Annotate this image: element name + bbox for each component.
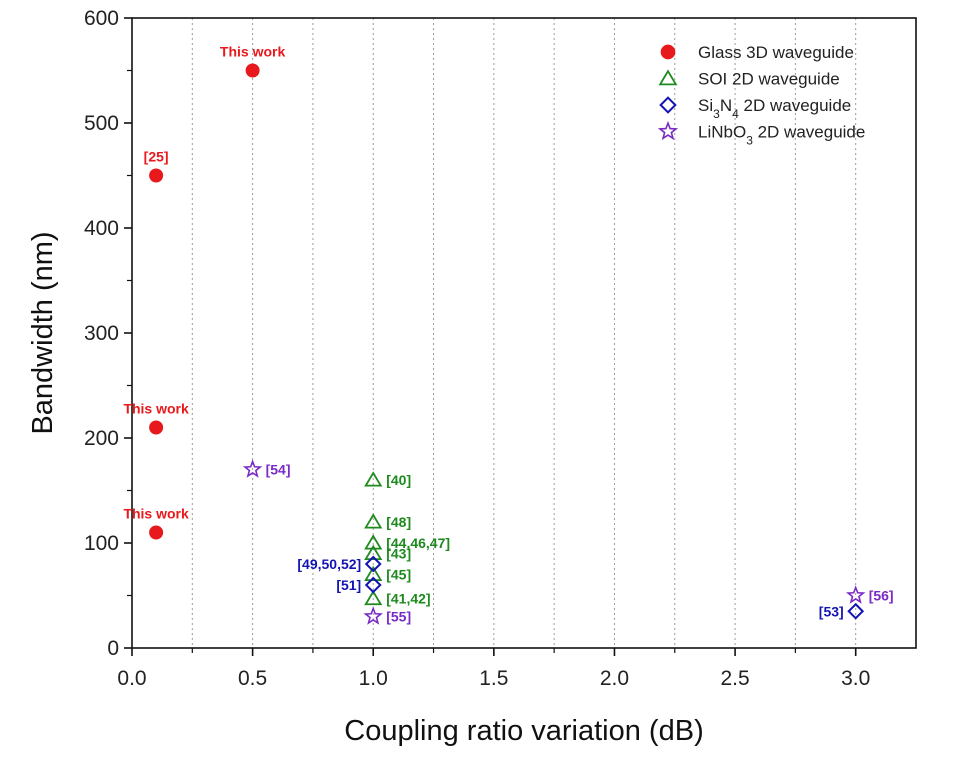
- point-glass-3d-waveguide: [149, 168, 164, 183]
- y-tick-label: 0: [107, 637, 119, 660]
- point-si3n4-2d-waveguide: [364, 555, 382, 573]
- point-label: This work: [220, 44, 286, 60]
- point-label: [45]: [386, 567, 411, 583]
- x-tick-label: 0.0: [117, 667, 146, 690]
- point-glass-3d-waveguide: [245, 63, 260, 78]
- gridlines: [191, 18, 857, 648]
- y-tick-label: 500: [84, 112, 119, 135]
- legend-label: LiNbO3 2D waveguide: [698, 123, 865, 148]
- point-soi-2d-waveguide: [364, 534, 383, 550]
- y-tick-label: 300: [84, 322, 119, 345]
- data-points: [149, 63, 866, 625]
- point-soi-2d-waveguide: [364, 565, 383, 581]
- point-soi-2d-waveguide: [364, 544, 383, 560]
- legend-label: Glass 3D waveguide: [698, 43, 854, 62]
- point-label: [53]: [819, 603, 844, 619]
- point-label: [48]: [386, 514, 411, 530]
- point-label: [25]: [144, 149, 169, 165]
- x-tick-label: 1.5: [479, 667, 508, 690]
- point-si3n4-2d-waveguide: [847, 602, 865, 620]
- legend: Glass 3D waveguide SOI 2D waveguide Si3N4 …: [657, 43, 865, 148]
- point-si3n4-2d-waveguide: [364, 576, 382, 594]
- point-label: [51]: [336, 577, 361, 593]
- point-linbo3-2d-waveguide: [242, 459, 263, 478]
- point-glass-3d-waveguide: [149, 525, 164, 540]
- y-tick-label: 200: [84, 427, 119, 450]
- legend-label: Si3N4 2D waveguide: [698, 96, 851, 121]
- axis-ticks: 0.0 0.5 1.0 1.5 2.0 2.5 3.0 0 100 200 300 400 500 600: [84, 7, 870, 690]
- point-linbo3-2d-waveguide: [363, 606, 383, 625]
- point-labels: This work [25] This work This work [40] [48] […: [123, 44, 893, 625]
- point-label: [55]: [386, 609, 411, 625]
- y-tick-label: 100: [84, 532, 119, 555]
- point-glass-3d-waveguide: [149, 420, 164, 435]
- x-tick-label: 0.5: [238, 667, 267, 690]
- point-label: [54]: [266, 462, 291, 478]
- point-label: This work: [123, 506, 189, 522]
- legend-label: SOI 2D waveguide: [698, 70, 840, 89]
- point-label: [49,50,52]: [297, 556, 361, 572]
- x-tick-label: 2.0: [600, 667, 629, 690]
- point-label: [41,42]: [386, 591, 430, 607]
- y-axis-title: Bandwidth (nm): [27, 231, 59, 434]
- point-label: [56]: [869, 588, 894, 604]
- x-tick-label: 3.0: [841, 667, 870, 690]
- point-soi-2d-waveguide: [364, 471, 383, 487]
- point-label: This work: [123, 401, 189, 417]
- point-label: [44,46,47]: [386, 535, 450, 551]
- x-axis-title: Coupling ratio variation (dB): [344, 715, 703, 747]
- point-label: [40]: [386, 472, 411, 488]
- point-linbo3-2d-waveguide: [845, 585, 866, 604]
- legend-marker: [660, 44, 676, 60]
- point-label: [43]: [386, 546, 411, 562]
- x-tick-label: 2.5: [720, 667, 749, 690]
- point-soi-2d-waveguide: [364, 589, 383, 606]
- legend-marker: [657, 120, 679, 141]
- y-tick-label: 600: [84, 7, 119, 30]
- x-tick-label: 1.0: [359, 667, 388, 690]
- legend-marker: [658, 69, 678, 86]
- y-tick-label: 400: [84, 217, 119, 240]
- legend-marker: [659, 96, 677, 114]
- point-soi-2d-waveguide: [364, 513, 383, 529]
